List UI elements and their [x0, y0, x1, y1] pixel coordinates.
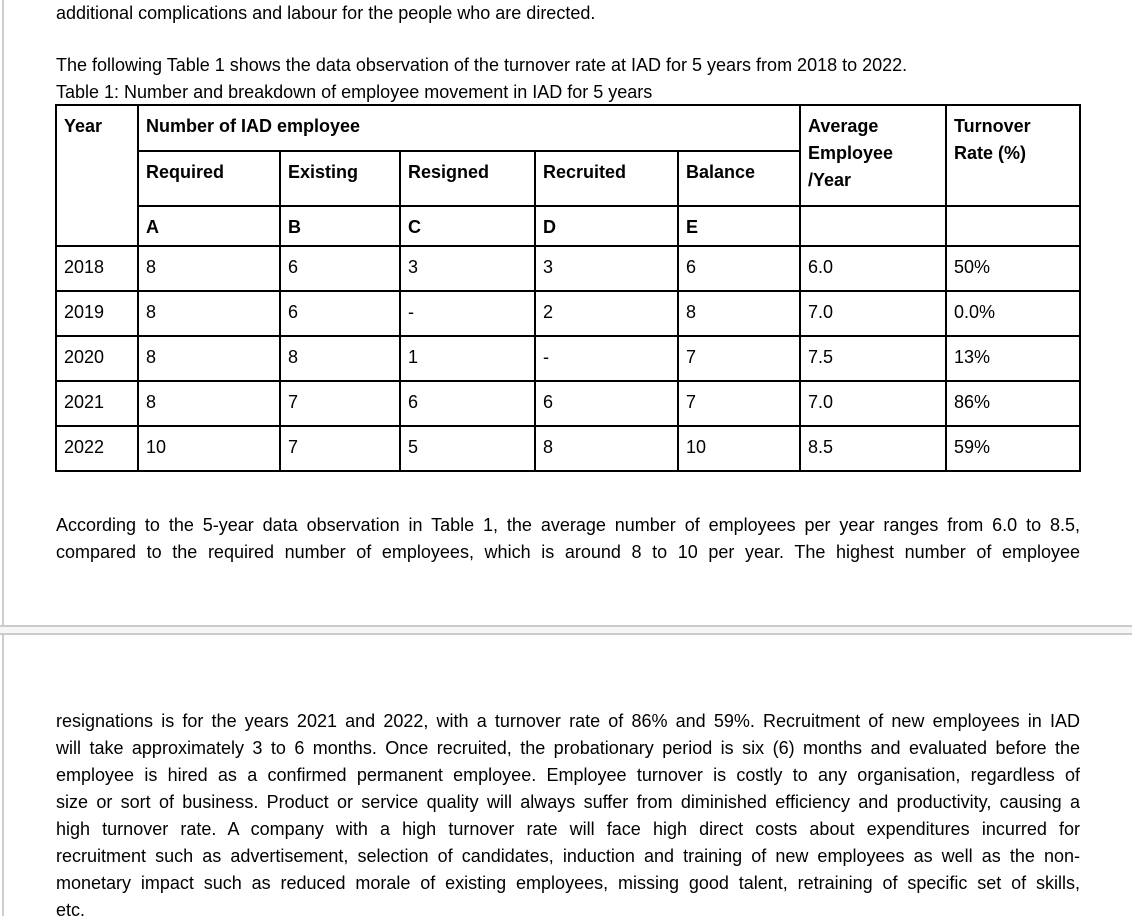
cell-turnover: 13%: [945, 335, 1081, 382]
page-1[interactable]: additional complications and labour for …: [0, 0, 1132, 625]
table-header-row-1: Year Number of IAD employee Average Empl…: [55, 104, 1081, 247]
cell-average: 7.0: [799, 290, 947, 337]
paragraph-page2-line: monetary impact such as reduced morale o…: [56, 873, 1080, 893]
paragraph-page2-line: will take approximately 3 to 6 months. O…: [56, 738, 1080, 758]
table-row-2021: 2021 8 7 6 6 7 7.0 86%: [55, 380, 1081, 427]
page-break-gap: [0, 625, 1132, 635]
cell-turnover: 86%: [945, 380, 1081, 427]
cell-required: 8: [137, 290, 281, 337]
cell-resigned: 3: [399, 245, 536, 292]
cell-year: 2019: [55, 290, 139, 337]
table-row-2019: 2019 8 6 - 2 8 7.0 0.0%: [55, 290, 1081, 337]
cell-recruited: 8: [534, 425, 679, 472]
cell-existing: 7: [279, 380, 401, 427]
cell-required: 10: [137, 425, 281, 472]
paragraph-page2-line: high turnover rate. A company with a hig…: [56, 819, 1080, 839]
paragraph-closing: According to the 5-year data observation…: [56, 512, 1080, 566]
empty-cell: [799, 205, 947, 247]
cell-existing: 6: [279, 290, 401, 337]
page-1-left-edge: [2, 0, 4, 625]
th-letter-d: D: [534, 205, 679, 247]
cell-average: 7.0: [799, 380, 947, 427]
th-average-employee-year: Average Employee /Year: [799, 104, 947, 207]
page-2[interactable]: [0, 635, 1132, 916]
empty-cell: [945, 205, 1081, 247]
th-existing: Existing: [279, 150, 401, 207]
cell-resigned: -: [399, 290, 536, 337]
paragraph-top: additional complications and labour for …: [56, 0, 1080, 27]
paragraph-page2-line: employee is hired as a confirmed permane…: [56, 765, 1080, 785]
cell-required: 8: [137, 335, 281, 382]
th-recruited: Recruited: [534, 150, 679, 207]
paragraph-page2-line: resignations is for the years 2021 and 2…: [56, 711, 1080, 731]
th-balance: Balance: [677, 150, 801, 207]
cell-required: 8: [137, 380, 281, 427]
paragraph-closing-line: compared to the required number of emplo…: [56, 542, 1080, 562]
cell-existing: 8: [279, 335, 401, 382]
th-number-of-iad-employee: Number of IAD employee: [137, 104, 801, 152]
cell-balance: 8: [677, 290, 801, 337]
table-row-2020: 2020 8 8 1 - 7 7.5 13%: [55, 335, 1081, 382]
paragraph-page2: resignations is for the years 2021 and 2…: [56, 708, 1080, 916]
table-1: Year Number of IAD employee Average Empl…: [55, 104, 1081, 472]
cell-turnover: 59%: [945, 425, 1081, 472]
th-letter-a: A: [137, 205, 281, 247]
cell-recruited: -: [534, 335, 679, 382]
cell-recruited: 2: [534, 290, 679, 337]
cell-existing: 7: [279, 425, 401, 472]
th-letter-b: B: [279, 205, 401, 247]
th-letter-c: C: [399, 205, 536, 247]
th-letter-e: E: [677, 205, 801, 247]
cell-existing: 6: [279, 245, 401, 292]
table-row-2018: 2018 8 6 3 3 6 6.0 50%: [55, 245, 1081, 292]
table-intro-line: The following Table 1 shows the data obs…: [56, 55, 908, 75]
table-row-2022: 2022 10 7 5 8 10 8.5 59%: [55, 425, 1081, 472]
cell-year: 2018: [55, 245, 139, 292]
th-required: Required: [137, 150, 281, 207]
th-year: Year: [55, 104, 139, 247]
page-2-left-edge: [2, 635, 4, 916]
table-header-row-2: Required Existing Resigned Recruited Bal…: [56, 150, 1080, 207]
cell-average: 8.5: [799, 425, 947, 472]
cell-balance: 7: [677, 335, 801, 382]
cell-resigned: 1: [399, 335, 536, 382]
paragraph-closing-line: According to the 5-year data observation…: [56, 515, 1080, 535]
cell-turnover: 50%: [945, 245, 1081, 292]
cell-average: 6.0: [799, 245, 947, 292]
paragraph-page2-line: etc.: [56, 900, 86, 916]
cell-year: 2022: [55, 425, 139, 472]
table-caption: Table 1: Number and breakdown of employe…: [56, 82, 653, 102]
cell-balance: 10: [677, 425, 801, 472]
cell-resigned: 5: [399, 425, 536, 472]
paragraph-page2-line: recruitment such as advertisement, selec…: [56, 846, 1080, 866]
paragraph-top-line: additional complications and labour for …: [56, 3, 596, 23]
table-header-row-3: A B C D E: [56, 205, 1081, 247]
th-turnover-rate: Turnover Rate (%): [945, 104, 1081, 207]
cell-recruited: 6: [534, 380, 679, 427]
paragraph-page2-line: size or sort of business. Product or ser…: [56, 792, 1080, 812]
cell-resigned: 6: [399, 380, 536, 427]
cell-year: 2020: [55, 335, 139, 382]
cell-balance: 7: [677, 380, 801, 427]
cell-balance: 6: [677, 245, 801, 292]
table-intro: The following Table 1 shows the data obs…: [56, 52, 1080, 106]
th-resigned: Resigned: [399, 150, 536, 207]
cell-recruited: 3: [534, 245, 679, 292]
cell-year: 2021: [55, 380, 139, 427]
cell-average: 7.5: [799, 335, 947, 382]
cell-required: 8: [137, 245, 281, 292]
cell-turnover: 0.0%: [945, 290, 1081, 337]
